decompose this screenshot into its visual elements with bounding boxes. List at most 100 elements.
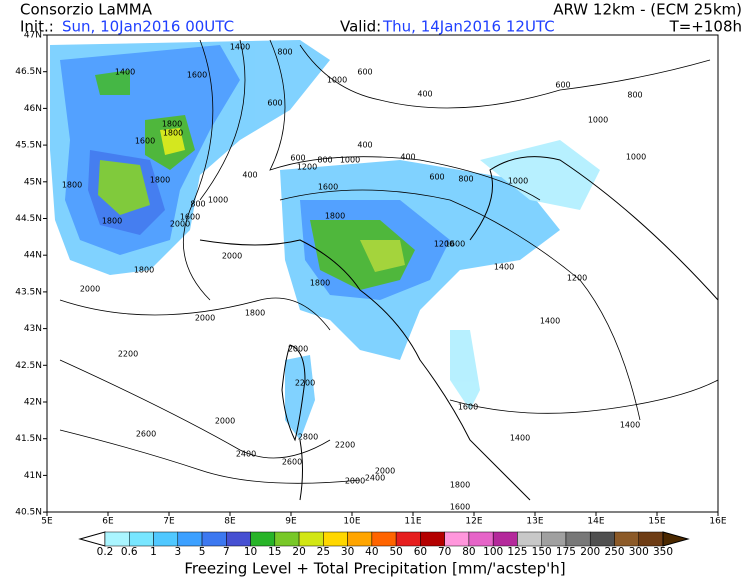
colorbar-segment [201,531,227,547]
colorbar-segment [250,531,276,547]
contour-label: 1800 [310,279,330,288]
colorbar-label: 200 [580,546,600,558]
colorbar-label: 25 [317,546,330,558]
lon-label: 16E [709,517,726,527]
contour-label: 800 [190,200,205,209]
colorbar-segment [444,531,470,547]
colorbar-label: 3 [174,546,181,558]
colorbar-label: 100 [483,546,503,558]
contour-label: 1600 [450,503,470,512]
colorbar-segment [371,531,397,547]
contour-label: 600 [357,68,372,77]
lat-label: 44N [24,251,42,261]
contour-label: 2000 [170,220,190,229]
contour-label: 2000 [288,345,308,354]
colorbar-label: 60 [414,546,427,558]
colorbar-segment [517,531,542,547]
colorbar-segment [589,531,615,547]
colorbar-label: 300 [629,546,649,558]
contour-label: 2600 [282,458,302,467]
contour-label: 2600 [136,430,156,439]
contour-label: 600 [290,154,305,163]
contour-label: 1400 [510,434,530,443]
colorbar-label: 175 [556,546,576,558]
lat-label: 45N [24,177,42,187]
lat-label: 43N [24,324,42,334]
lon-label: 12E [465,517,482,527]
lon-label: 7E [163,517,175,527]
contour-label: 1600 [180,213,200,222]
colorbar-left-arrow [78,531,106,547]
contour-label: 1400 [494,263,514,272]
lat-label: 42N [24,398,42,408]
lon-label: 13E [526,517,543,527]
contour-label: 1800 [134,266,154,275]
colorbar-label: 150 [532,546,552,558]
colorbar-segment [274,531,300,547]
colorbar-label: 125 [507,546,527,558]
lon-label: 14E [587,517,604,527]
contour-label: 2000 [345,477,365,486]
colorbar-label: 15 [268,546,281,558]
colorbar-segment [298,531,324,547]
contour-label: 2200 [118,350,138,359]
contour-label: 2400 [365,474,385,483]
contour-label: 1000 [208,196,228,205]
lat-label: 44.5N [15,214,42,224]
contour-label: 2000 [215,417,235,426]
header-title: Consorzio LaMMA [20,1,153,19]
colorbar-label: 20 [292,546,305,558]
lon-label: 6E [102,517,114,527]
colorbar-label: 80 [462,546,475,558]
contour-label: 400 [417,90,432,99]
contour-label: 1800 [102,217,122,226]
colorbar-label: 30 [341,546,354,558]
contour-label: 1000 [588,116,608,125]
contour-label: 800 [277,48,292,57]
colorbar-segment [104,531,130,547]
contour-label: 1600 [458,403,478,412]
map-frame [46,34,719,513]
colorbar-label: 10 [244,546,257,558]
colorbar-label: 50 [389,546,402,558]
colorbar-label: 40 [365,546,378,558]
colorbar-segment [492,531,518,547]
colorbar-segment [347,531,373,547]
lat-label: 46.5N [15,67,42,77]
lon-label: 11E [404,517,421,527]
contour-label: 1400 [620,421,640,430]
contour-label: 1800 [62,181,82,190]
coastlines [199,156,719,501]
contour-label: 2000 [375,467,395,476]
contour-label: 2200 [335,441,355,450]
colorbar-label: 0.2 [97,546,114,558]
colorbar-label: 7 [223,546,230,558]
lead-time: T=+108h [669,18,742,36]
colorbar-segment [565,531,591,547]
contour-label: 400 [242,171,257,180]
colorbar-segment [420,531,445,547]
colorbar-label: 350 [653,546,673,558]
contour-label: 2400 [236,450,256,459]
colorbar-label: 0.6 [121,546,138,558]
lat-label: 43.5N [15,287,42,297]
contour-label: 1800 [325,212,345,221]
lat-label: 42.5N [15,361,42,371]
contour-label: 2000 [222,252,242,261]
colorbar-label: 70 [438,546,451,558]
contour-label: 1200 [434,240,454,249]
freezing-level-contours [59,39,719,484]
contour-label: 1800 [150,176,170,185]
contour-label: 1800 [163,129,183,138]
contour-label: 1000 [626,153,646,162]
colorbar-segment [614,531,639,547]
contour-label: 1600 [135,137,155,146]
contour-label: 2800 [298,433,318,442]
colorbar-segment [323,531,348,547]
contour-label: 400 [357,141,372,150]
init-label: Init.: [20,18,54,36]
contour-label: 1800 [162,120,182,129]
contour-label: 800 [458,175,473,184]
